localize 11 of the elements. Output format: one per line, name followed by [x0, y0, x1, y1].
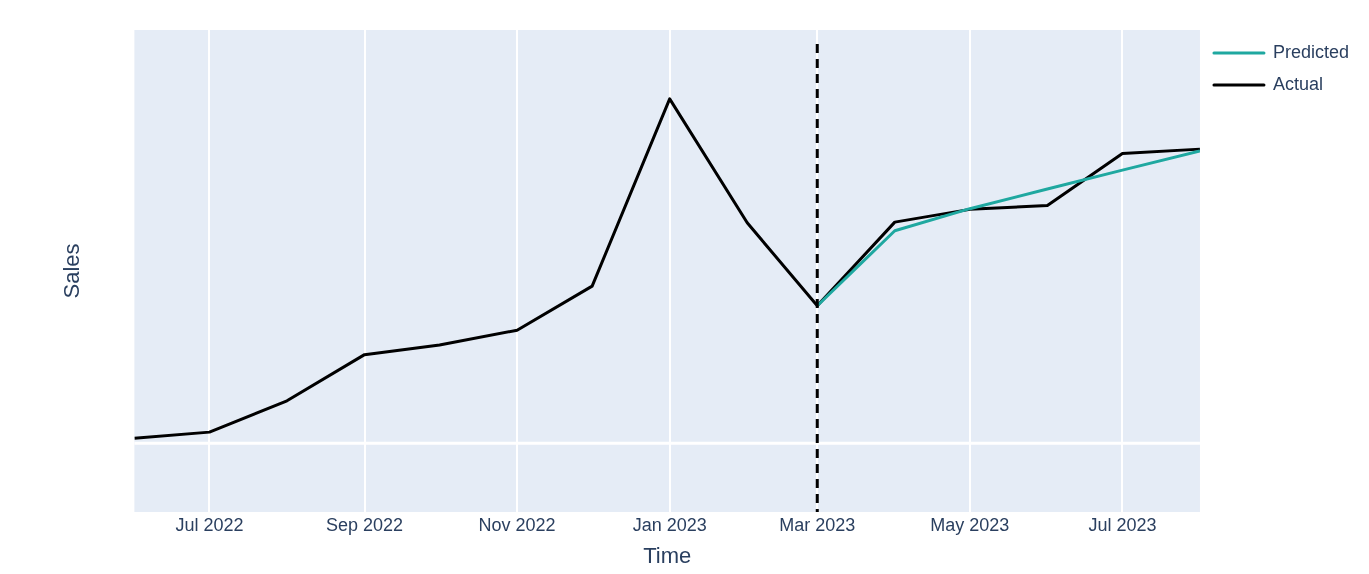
legend-label: Predicted	[1272, 41, 1349, 62]
x-tick-label: Jul 2023	[1088, 514, 1157, 535]
x-tick-label: Jan 2023	[632, 514, 707, 535]
x-tick-label: Sep 2022	[325, 514, 404, 535]
x-tick-label: Jul 2022	[175, 514, 244, 535]
x-tick-label: Nov 2022	[478, 514, 556, 535]
x-tick-label: May 2023	[930, 514, 1010, 535]
x-tick-label: Mar 2023	[779, 514, 856, 535]
legend-label: Actual	[1272, 73, 1323, 94]
y-axis-title: Sales	[59, 243, 85, 299]
x-axis-title: Time	[643, 542, 692, 568]
